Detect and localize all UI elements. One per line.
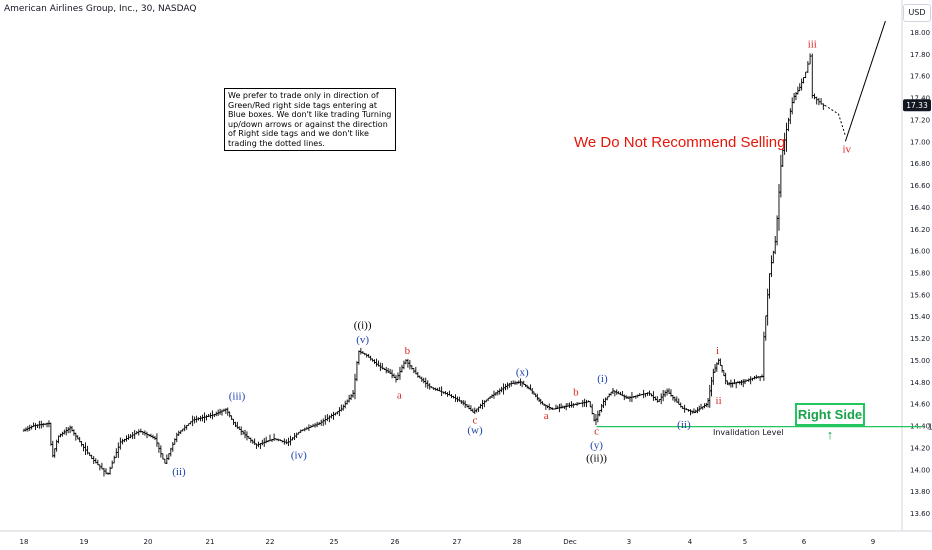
time-tick-label: 26 [391,538,400,546]
wave-label: b [405,345,411,357]
price-tick-label: 15.00 [910,357,930,365]
projection-solid-line [844,20,886,142]
trading-note: We prefer to trade only in direction of … [224,88,396,151]
time-tick-label: 9 [871,538,875,546]
current-price-box [903,99,931,112]
price-tick-label: 15.80 [910,270,930,278]
price-tick-label: 17.80 [910,51,930,59]
time-tick-label: 18 [20,538,29,546]
price-tick-label: 17.00 [910,138,930,146]
price-tick-label: 16.40 [910,204,930,212]
time-tick-label: 22 [266,538,275,546]
projection-path [824,20,886,142]
wave-label: (x) [516,367,529,379]
wave-label: a [397,389,402,401]
price-tick-label: 16.00 [910,248,930,256]
time-tick-label: 25 [330,538,339,546]
price-tick-label: 14.60 [910,401,930,409]
current-price-text: 17.33 [906,101,928,110]
price-tick-label: 13.80 [910,488,930,496]
wave-label: (i) [597,373,608,385]
wave-label: (ii) [677,419,691,431]
price-tick-label: 17.20 [910,116,930,124]
price-axis[interactable]: 13.6013.8014.0014.2014.4014.6014.8015.00… [910,29,930,518]
time-tick-label: 19 [80,538,89,546]
time-tick-label: 21 [206,538,215,546]
wave-label: (iv) [291,449,307,461]
right-side-tag-label: Right Side [797,407,863,422]
price-tick-label: 13.60 [910,510,930,518]
wave-label: i [716,345,719,357]
time-tick-label: 28 [513,538,522,546]
wave-label: a [544,410,549,422]
price-tick-label: 15.60 [910,291,930,299]
invalidation-value: 14.39 [928,423,932,432]
price-tick-label: 14.20 [910,444,930,452]
price-tick-label: 17.40 [910,95,930,103]
wave-label: (y) [590,440,603,452]
price-tick-label: 14.00 [910,466,930,474]
wave-label: iii [808,39,817,51]
currency-button[interactable]: USD [903,4,931,22]
right-side-tag: Right Side ↑ [795,403,865,442]
invalidation-label: Invalidation Level [713,428,784,437]
wave-label: (ii) [172,466,186,478]
price-tick-label: 14.80 [910,379,930,387]
price-tick-label: 16.80 [910,160,930,168]
wave-label: c [594,425,599,437]
price-tick-label: 18.00 [910,29,930,37]
wave-label: (w) [467,424,483,436]
current-price-badge: 17.33 [903,99,931,112]
symbol-title[interactable]: American Airlines Group, Inc., 30, NASDA… [4,4,197,14]
projection-dotted-line [824,104,846,137]
candlestick-series [22,53,825,477]
wave-label: iv [842,143,851,155]
price-tick-label: 17.60 [910,73,930,81]
time-tick-label: 3 [627,538,631,546]
wave-label: c [473,414,478,426]
wave-label: (iii) [229,391,246,403]
time-tick-label: 4 [688,538,693,546]
wave-label: b [573,386,579,398]
invalidation-line-group: 14.39 [596,423,932,432]
price-tick-label: 15.40 [910,313,930,321]
time-axis[interactable]: 18 19 20 21 22 25 26 27 28 Dec 3 4 5 6 9 [20,538,876,546]
price-tick-label: 16.20 [910,226,930,234]
price-tick-label: 15.20 [910,335,930,343]
wave-label: ii [716,395,722,407]
time-tick-label: 27 [453,538,462,546]
wave-label: ((i)) [354,320,372,332]
wave-labels: (ii)(iii)(iv)(v)((i))abc(w)(x)abc(y)((ii… [172,39,851,478]
price-tick-label: 16.60 [910,182,930,190]
wave-label: ((ii)) [586,453,607,465]
warning-text: We Do Not Recommend Selling [574,134,786,151]
time-tick-label: 5 [743,538,747,546]
time-tick-label: Dec [563,538,577,546]
time-tick-label: 20 [144,538,153,546]
arrow-up-icon: ↑ [826,427,834,442]
time-tick-label: 6 [802,538,807,546]
wave-label: (v) [356,334,369,346]
